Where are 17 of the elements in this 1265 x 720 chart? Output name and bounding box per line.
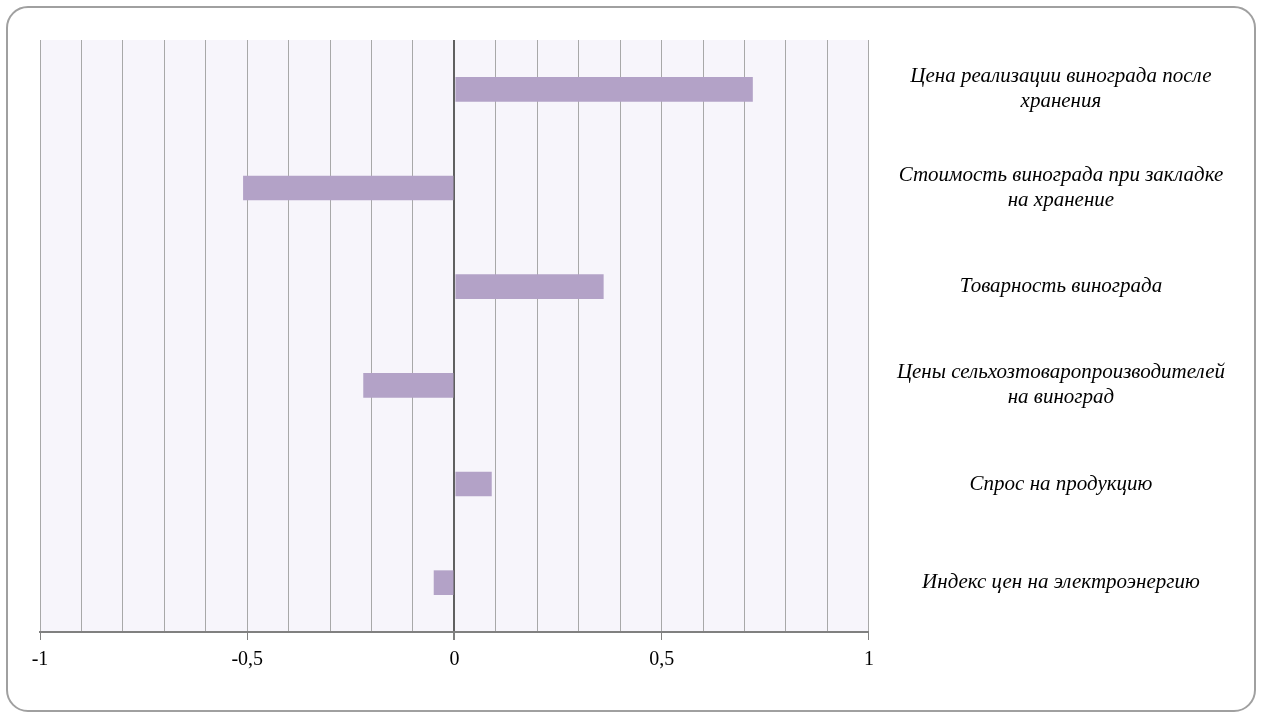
bar xyxy=(363,373,454,398)
y-tick-label: Цены сельхозтоваропроизводителей на виноград xyxy=(895,359,1226,409)
y-tick-label: Стоимость винограда при закладке на хранение xyxy=(898,161,1224,212)
x-tick-label: 0,5 xyxy=(649,647,675,670)
x-tick-label: -1 xyxy=(31,647,49,670)
bar xyxy=(243,175,454,201)
bar xyxy=(433,570,454,595)
y-tick-label: Цена реализации винограда после хранения xyxy=(909,63,1212,113)
y-tick-label: Индекс цен на электроэнергию xyxy=(921,569,1200,594)
x-tick-label: -0,5 xyxy=(231,647,264,670)
bar xyxy=(455,274,604,299)
bar xyxy=(455,471,492,497)
x-tick-label: 0 xyxy=(449,647,460,670)
y-tick-label: Спрос на продукцию xyxy=(969,470,1153,495)
x-tick-label: 1 xyxy=(863,647,874,670)
y-tick-label: Товарность винограда xyxy=(959,273,1163,298)
bar xyxy=(455,77,753,102)
